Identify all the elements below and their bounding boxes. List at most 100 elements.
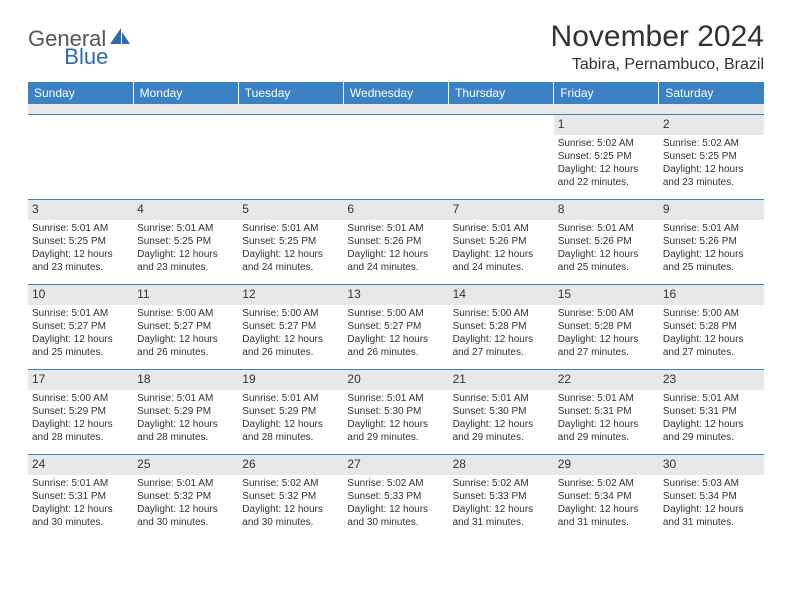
title-block: November 2024 Tabira, Pernambuco, Brazil	[551, 20, 764, 74]
brand-sail-icon	[110, 28, 132, 51]
sunset-text: Sunset: 5:26 PM	[347, 235, 444, 248]
sunset-text: Sunset: 5:33 PM	[347, 490, 444, 503]
sunrise-text: Sunrise: 5:01 AM	[32, 222, 129, 235]
daylight-text: Daylight: 12 hours and 26 minutes.	[242, 333, 339, 359]
sunset-text: Sunset: 5:28 PM	[453, 320, 550, 333]
sunrise-text: Sunrise: 5:01 AM	[242, 392, 339, 405]
daylight-text: Daylight: 12 hours and 25 minutes.	[32, 333, 129, 359]
sunset-text: Sunset: 5:26 PM	[558, 235, 655, 248]
sunset-text: Sunset: 5:33 PM	[453, 490, 550, 503]
day-cell: 30Sunrise: 5:03 AMSunset: 5:34 PMDayligh…	[659, 455, 764, 540]
sunset-text: Sunset: 5:28 PM	[663, 320, 760, 333]
daylight-text: Daylight: 12 hours and 22 minutes.	[558, 163, 655, 189]
sunrise-text: Sunrise: 5:03 AM	[663, 477, 760, 490]
sunset-text: Sunset: 5:29 PM	[137, 405, 234, 418]
sunset-text: Sunset: 5:28 PM	[558, 320, 655, 333]
day-cell: 24Sunrise: 5:01 AMSunset: 5:31 PMDayligh…	[28, 455, 133, 540]
sunrise-text: Sunrise: 5:01 AM	[347, 392, 444, 405]
daylight-text: Daylight: 12 hours and 27 minutes.	[453, 333, 550, 359]
day-number: 9	[659, 200, 764, 220]
day-cell: 15Sunrise: 5:00 AMSunset: 5:28 PMDayligh…	[554, 285, 659, 370]
day-number: 16	[659, 285, 764, 305]
sunrise-text: Sunrise: 5:01 AM	[32, 307, 129, 320]
day-cell: 4Sunrise: 5:01 AMSunset: 5:25 PMDaylight…	[133, 200, 238, 285]
day-cell: 22Sunrise: 5:01 AMSunset: 5:31 PMDayligh…	[554, 370, 659, 455]
day-cell: 17Sunrise: 5:00 AMSunset: 5:29 PMDayligh…	[28, 370, 133, 455]
daylight-text: Daylight: 12 hours and 24 minutes.	[242, 248, 339, 274]
day-number: 18	[133, 370, 238, 390]
sunrise-text: Sunrise: 5:00 AM	[347, 307, 444, 320]
daylight-text: Daylight: 12 hours and 26 minutes.	[137, 333, 234, 359]
day-cell: 11Sunrise: 5:00 AMSunset: 5:27 PMDayligh…	[133, 285, 238, 370]
day-number: 11	[133, 285, 238, 305]
daylight-text: Daylight: 12 hours and 30 minutes.	[137, 503, 234, 529]
day-of-week-row: Sunday Monday Tuesday Wednesday Thursday…	[28, 82, 764, 104]
day-number: 22	[554, 370, 659, 390]
sunrise-text: Sunrise: 5:01 AM	[663, 392, 760, 405]
sunset-text: Sunset: 5:26 PM	[453, 235, 550, 248]
day-cell: 27Sunrise: 5:02 AMSunset: 5:33 PMDayligh…	[343, 455, 448, 540]
sunrise-text: Sunrise: 5:01 AM	[558, 392, 655, 405]
week-row: 17Sunrise: 5:00 AMSunset: 5:29 PMDayligh…	[28, 370, 764, 455]
daylight-text: Daylight: 12 hours and 31 minutes.	[453, 503, 550, 529]
daylight-text: Daylight: 12 hours and 26 minutes.	[347, 333, 444, 359]
day-number: 19	[238, 370, 343, 390]
daylight-text: Daylight: 12 hours and 29 minutes.	[347, 418, 444, 444]
sunset-text: Sunset: 5:25 PM	[242, 235, 339, 248]
day-cell: 21Sunrise: 5:01 AMSunset: 5:30 PMDayligh…	[449, 370, 554, 455]
week-row: 24Sunrise: 5:01 AMSunset: 5:31 PMDayligh…	[28, 455, 764, 540]
daylight-text: Daylight: 12 hours and 24 minutes.	[453, 248, 550, 274]
day-cell: 3Sunrise: 5:01 AMSunset: 5:25 PMDaylight…	[28, 200, 133, 285]
daylight-text: Daylight: 12 hours and 25 minutes.	[558, 248, 655, 274]
sunset-text: Sunset: 5:30 PM	[347, 405, 444, 418]
day-number: 24	[28, 455, 133, 475]
sunrise-text: Sunrise: 5:00 AM	[137, 307, 234, 320]
dow-wednesday: Wednesday	[343, 82, 448, 104]
header-spacer	[28, 104, 764, 115]
day-number: 13	[343, 285, 448, 305]
day-number: 1	[554, 115, 659, 135]
brand-logo: General Blue	[28, 20, 156, 52]
daylight-text: Daylight: 12 hours and 31 minutes.	[663, 503, 760, 529]
sunrise-text: Sunrise: 5:02 AM	[453, 477, 550, 490]
day-cell: 6Sunrise: 5:01 AMSunset: 5:26 PMDaylight…	[343, 200, 448, 285]
day-number: 20	[343, 370, 448, 390]
day-cell: 19Sunrise: 5:01 AMSunset: 5:29 PMDayligh…	[238, 370, 343, 455]
day-cell: 9Sunrise: 5:01 AMSunset: 5:26 PMDaylight…	[659, 200, 764, 285]
day-number: 29	[554, 455, 659, 475]
sunrise-text: Sunrise: 5:02 AM	[347, 477, 444, 490]
sunset-text: Sunset: 5:27 PM	[32, 320, 129, 333]
day-number: 10	[28, 285, 133, 305]
day-number: 15	[554, 285, 659, 305]
day-number: 14	[449, 285, 554, 305]
sunset-text: Sunset: 5:25 PM	[32, 235, 129, 248]
daylight-text: Daylight: 12 hours and 30 minutes.	[242, 503, 339, 529]
calendar-page: General Blue November 2024 Tabira, Perna…	[0, 0, 792, 539]
sunset-text: Sunset: 5:27 PM	[347, 320, 444, 333]
sunset-text: Sunset: 5:27 PM	[242, 320, 339, 333]
calendar-table: Sunday Monday Tuesday Wednesday Thursday…	[28, 82, 764, 539]
day-cell: 1Sunrise: 5:02 AMSunset: 5:25 PMDaylight…	[554, 115, 659, 200]
sunrise-text: Sunrise: 5:01 AM	[242, 222, 339, 235]
sunrise-text: Sunrise: 5:02 AM	[558, 137, 655, 150]
day-cell: 14Sunrise: 5:00 AMSunset: 5:28 PMDayligh…	[449, 285, 554, 370]
daylight-text: Daylight: 12 hours and 28 minutes.	[32, 418, 129, 444]
day-cell: 18Sunrise: 5:01 AMSunset: 5:29 PMDayligh…	[133, 370, 238, 455]
daylight-text: Daylight: 12 hours and 29 minutes.	[663, 418, 760, 444]
day-number: 30	[659, 455, 764, 475]
sunset-text: Sunset: 5:25 PM	[663, 150, 760, 163]
daylight-text: Daylight: 12 hours and 23 minutes.	[32, 248, 129, 274]
header: General Blue November 2024 Tabira, Perna…	[28, 20, 764, 74]
daylight-text: Daylight: 12 hours and 30 minutes.	[347, 503, 444, 529]
dow-sunday: Sunday	[28, 82, 133, 104]
daylight-text: Daylight: 12 hours and 27 minutes.	[663, 333, 760, 359]
sunrise-text: Sunrise: 5:01 AM	[453, 392, 550, 405]
day-cell: 26Sunrise: 5:02 AMSunset: 5:32 PMDayligh…	[238, 455, 343, 540]
sunrise-text: Sunrise: 5:00 AM	[32, 392, 129, 405]
sunrise-text: Sunrise: 5:01 AM	[347, 222, 444, 235]
sunrise-text: Sunrise: 5:01 AM	[137, 392, 234, 405]
day-cell: 29Sunrise: 5:02 AMSunset: 5:34 PMDayligh…	[554, 455, 659, 540]
day-cell: 12Sunrise: 5:00 AMSunset: 5:27 PMDayligh…	[238, 285, 343, 370]
sunset-text: Sunset: 5:26 PM	[663, 235, 760, 248]
sunrise-text: Sunrise: 5:01 AM	[137, 477, 234, 490]
